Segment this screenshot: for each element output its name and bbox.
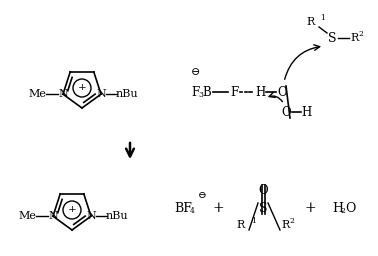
Text: N: N [86,211,96,221]
Text: nBu: nBu [106,211,129,221]
Text: S: S [259,201,267,215]
Text: 4: 4 [189,207,194,215]
Text: O: O [258,185,268,197]
Text: F: F [230,86,238,99]
Text: +: + [304,201,316,215]
Text: R: R [307,17,315,27]
Text: N: N [48,211,58,221]
Text: Me: Me [28,89,46,99]
Text: S: S [328,31,336,45]
Text: 2: 2 [358,30,363,38]
Text: R: R [350,33,358,43]
Text: 1: 1 [251,217,256,225]
Text: R: R [281,220,289,230]
Text: 2: 2 [289,217,294,225]
Text: O: O [345,201,355,215]
Text: 3: 3 [198,91,203,99]
Text: 2: 2 [341,207,345,215]
Text: H: H [301,105,311,119]
Text: +: + [68,206,76,215]
Text: BF: BF [174,201,192,215]
Text: N: N [58,89,68,99]
Text: R: R [237,220,245,230]
Text: O: O [281,105,291,119]
Text: O: O [277,86,287,99]
Text: ⊖: ⊖ [191,67,201,77]
Text: F: F [191,86,199,99]
Text: 1: 1 [320,14,325,22]
Text: ⊖: ⊖ [198,191,206,200]
Text: N: N [96,89,106,99]
Text: B: B [203,86,211,99]
Text: nBu: nBu [116,89,138,99]
Text: +: + [212,201,224,215]
Text: Me: Me [18,211,36,221]
Text: H: H [333,201,344,215]
Text: +: + [77,83,87,92]
Text: H: H [255,86,265,99]
